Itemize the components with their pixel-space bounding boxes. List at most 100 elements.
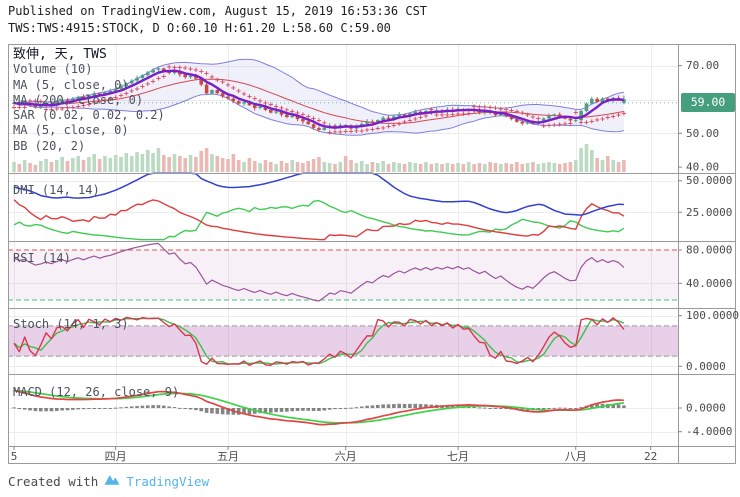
- svg-text:+: +: [584, 118, 589, 127]
- svg-text:+: +: [616, 111, 621, 120]
- svg-text:+: +: [407, 116, 412, 125]
- tradingview-brand-link[interactable]: TradingView: [126, 473, 210, 489]
- svg-text:+: +: [247, 92, 252, 101]
- svg-text:+: +: [568, 119, 573, 128]
- svg-text:+: +: [365, 126, 370, 135]
- time-tick-label: 5: [11, 450, 18, 463]
- time-tick-label: 六月: [335, 450, 357, 463]
- sar-markers: + + ++ + ++ + + + + + + + + + + + + + + + + + + + + + ++ + + + + + + + + + +…: [12, 63, 627, 137]
- price-tick-label: 50.0000: [686, 174, 732, 187]
- svg-text:+: +: [252, 94, 257, 103]
- svg-text:+: +: [258, 96, 263, 105]
- time-tick-label: 八月: [565, 450, 587, 463]
- svg-text:+: +: [145, 79, 150, 88]
- svg-text:+: +: [381, 123, 386, 132]
- svg-text:+: +: [284, 105, 289, 114]
- svg-text:+: +: [498, 104, 503, 113]
- svg-text:+: +: [268, 100, 273, 109]
- stoch-panel: [8, 316, 678, 366]
- svg-text:+: +: [28, 96, 33, 105]
- svg-text:+: +: [92, 99, 97, 108]
- svg-text:+: +: [290, 107, 295, 116]
- svg-text:+: +: [514, 107, 519, 116]
- svg-text:+: +: [38, 97, 43, 106]
- panel-frame: [8, 44, 736, 464]
- svg-text:+: +: [231, 84, 236, 93]
- svg-text:+: +: [210, 72, 215, 81]
- svg-text:+: +: [274, 102, 279, 111]
- svg-text:+: +: [183, 64, 188, 73]
- price-tick-label: 40.00: [686, 161, 719, 174]
- svg-text:+: +: [477, 102, 482, 111]
- svg-text:+: +: [445, 110, 450, 119]
- bb-fill: [14, 59, 624, 136]
- svg-text:+: +: [76, 102, 81, 111]
- svg-text:+: +: [343, 127, 348, 136]
- price-tick-label: -4.0000: [686, 425, 732, 438]
- svg-text:+: +: [391, 121, 396, 130]
- svg-text:+: +: [359, 126, 364, 135]
- tradingview-logo-icon[interactable]: [103, 473, 121, 489]
- svg-text:+: +: [440, 110, 445, 119]
- svg-text:+: +: [129, 87, 134, 96]
- svg-text:+: +: [49, 105, 54, 114]
- svg-text:+: +: [563, 119, 568, 128]
- svg-text:+: +: [44, 105, 49, 114]
- svg-text:+: +: [60, 104, 65, 113]
- time-tick-label: 22: [644, 450, 657, 463]
- svg-text:+: +: [386, 122, 391, 131]
- svg-text:+: +: [520, 109, 525, 118]
- svg-text:+: +: [215, 75, 220, 84]
- svg-text:+: +: [429, 105, 434, 114]
- svg-text:+: +: [397, 119, 402, 128]
- svg-text:+: +: [226, 81, 231, 90]
- volume-bars: [12, 144, 626, 172]
- price-tick-label: 70.00: [686, 59, 719, 72]
- price-tick-label: 80.0000: [686, 244, 732, 257]
- svg-text:+: +: [536, 114, 541, 123]
- svg-text:+: +: [573, 108, 578, 117]
- svg-text:+: +: [54, 105, 59, 114]
- svg-text:+: +: [70, 103, 75, 112]
- svg-text:+: +: [33, 97, 38, 106]
- svg-text:+: +: [97, 97, 102, 106]
- time-tick-label: 四月: [105, 450, 127, 463]
- svg-text:+: +: [370, 125, 375, 134]
- svg-text:+: +: [65, 104, 70, 113]
- svg-text:+: +: [156, 74, 161, 83]
- svg-text:+: +: [621, 109, 626, 118]
- price-tick-label: 100.0000: [686, 309, 739, 322]
- svg-text:+: +: [124, 89, 129, 98]
- svg-text:+: +: [461, 109, 466, 118]
- published-line: Published on TradingView.com, August 15,…: [8, 4, 428, 18]
- time-tick-label: 五月: [217, 450, 239, 463]
- svg-text:+: +: [193, 66, 198, 75]
- svg-text:+: +: [611, 112, 616, 121]
- svg-text:+: +: [135, 84, 140, 93]
- price-tick-label: 0.0000: [686, 402, 726, 415]
- svg-text:+: +: [113, 93, 118, 102]
- svg-text:+: +: [375, 124, 380, 133]
- time-tick-label: 七月: [447, 450, 469, 463]
- last-price-badge: 59.00: [681, 93, 735, 112]
- svg-text:+: +: [119, 91, 124, 100]
- svg-text:+: +: [204, 69, 209, 78]
- svg-text:+: +: [589, 117, 594, 126]
- svg-text:+: +: [167, 63, 172, 72]
- price-tick-label: 50.00: [686, 127, 719, 140]
- svg-text:+: +: [12, 103, 17, 112]
- svg-text:+: +: [108, 94, 113, 103]
- svg-text:+: +: [402, 118, 407, 127]
- svg-text:+: +: [466, 109, 471, 118]
- footer: Created with TradingView: [8, 473, 209, 489]
- symbol-ohlc-line: TWS:TWS:4915:STOCK, D O:60.10 H:61.20 L:…: [8, 21, 391, 35]
- svg-text:+: +: [531, 112, 536, 121]
- time-axis: 5 四月 五月 六月 七月 八月 22: [11, 446, 657, 463]
- svg-text:+: +: [450, 110, 455, 119]
- svg-text:+: +: [472, 102, 477, 111]
- svg-text:+: +: [600, 114, 605, 123]
- stoch-band-fill: [8, 325, 678, 357]
